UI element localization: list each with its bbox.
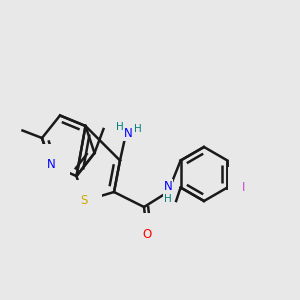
Text: S: S (80, 194, 88, 208)
Text: O: O (142, 227, 152, 241)
Text: N: N (164, 180, 172, 193)
Text: N: N (46, 158, 56, 172)
Text: N: N (124, 127, 133, 140)
Text: H: H (134, 124, 142, 134)
Text: H: H (116, 122, 123, 133)
Text: I: I (242, 181, 246, 194)
Text: H: H (164, 194, 172, 204)
